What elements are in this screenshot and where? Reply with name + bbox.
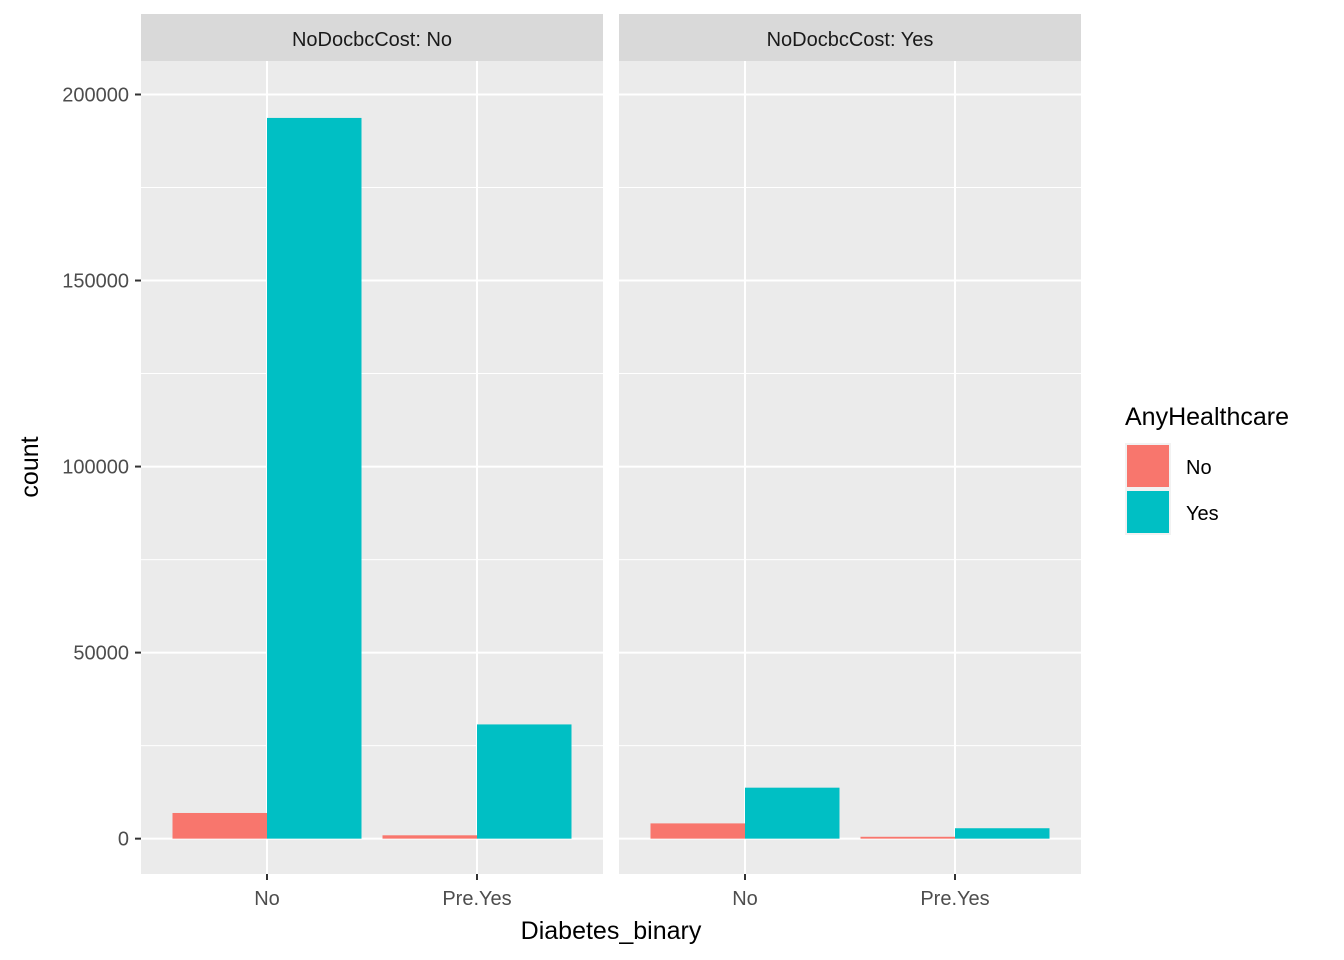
bar-no-pre-yes bbox=[860, 836, 955, 839]
facet-strip-label: NoDocbcCost: No bbox=[292, 29, 452, 51]
facet-panel-0: NoDocbcCost: No No Pre.Yes bbox=[141, 14, 603, 910]
y-axis-title: count bbox=[16, 436, 44, 497]
legend-title: AnyHealthcare bbox=[1125, 403, 1289, 431]
x-tick-label: Pre.Yes bbox=[442, 888, 511, 910]
legend-label-yes: Yes bbox=[1186, 503, 1219, 525]
bar-yes-pre-yes bbox=[955, 828, 1050, 839]
bar-no-no bbox=[172, 812, 267, 839]
bar-yes-no bbox=[745, 787, 840, 839]
y-tick-label: 200000 bbox=[62, 84, 129, 106]
facet-panel-1: NoDocbcCost: Yes No Pre.Yes bbox=[619, 14, 1081, 910]
y-tick-label: 100000 bbox=[62, 457, 129, 479]
legend-label-no: No bbox=[1186, 457, 1212, 479]
y-axis: 0 50000 100000 150000 200000 bbox=[62, 84, 141, 851]
bar-yes-pre-yes bbox=[477, 724, 572, 839]
bar-no-no bbox=[650, 823, 745, 839]
legend-keys: No Yes bbox=[1125, 443, 1219, 535]
bar-yes-no bbox=[267, 117, 362, 839]
facet-strip-label: NoDocbcCost: Yes bbox=[767, 29, 934, 51]
y-tick-label: 150000 bbox=[62, 271, 129, 293]
x-tick-label: No bbox=[254, 888, 280, 910]
y-tick-label: 50000 bbox=[73, 643, 129, 665]
bar-no-pre-yes bbox=[382, 835, 477, 839]
legend-key-no bbox=[1127, 445, 1169, 487]
x-tick-label: Pre.Yes bbox=[920, 888, 989, 910]
facet-strip bbox=[619, 14, 1081, 61]
y-tick-label: 0 bbox=[118, 829, 129, 851]
legend: AnyHealthcare No Yes bbox=[1125, 403, 1289, 535]
x-tick-label: No bbox=[732, 888, 758, 910]
x-axis-title: Diabetes_binary bbox=[521, 917, 702, 945]
legend-key-yes bbox=[1127, 491, 1169, 533]
facet-strip bbox=[141, 14, 603, 61]
